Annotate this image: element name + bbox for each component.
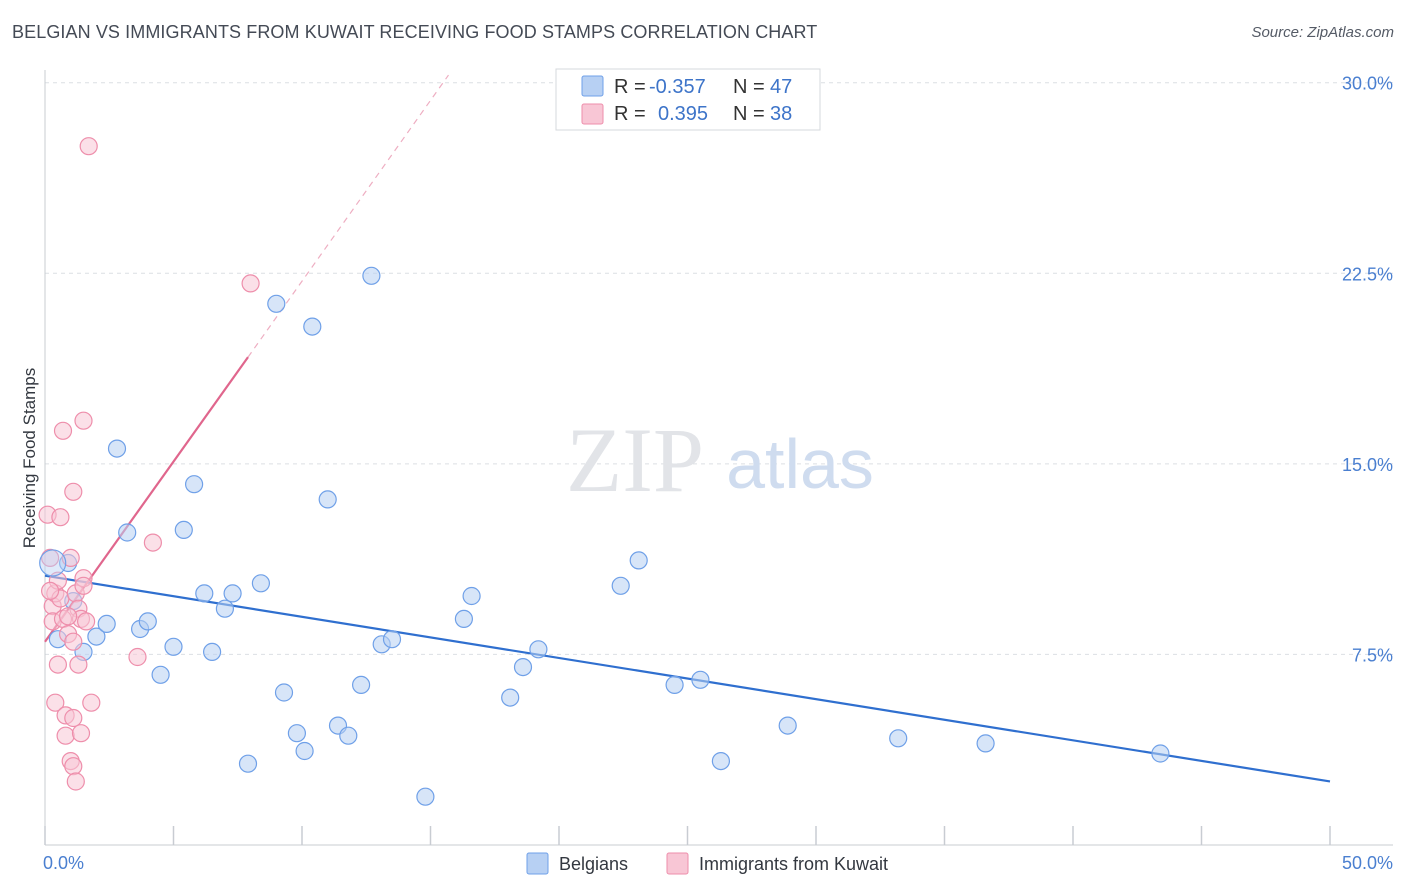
belgians-point xyxy=(691,670,710,689)
kuwait-point xyxy=(61,548,80,568)
belgians-point xyxy=(611,576,630,595)
watermark-atlas: atlas xyxy=(726,425,874,503)
kuwait-point xyxy=(64,757,83,776)
belgians-point xyxy=(513,657,533,677)
belgians-point xyxy=(97,614,116,634)
kuwait-point xyxy=(51,508,70,527)
chart-title: BELGIAN VS IMMIGRANTS FROM KUWAIT RECEIV… xyxy=(12,22,818,42)
kuwait-point xyxy=(40,581,60,601)
belgians-point xyxy=(778,716,797,735)
kuwait-point xyxy=(46,693,65,712)
belgians-point xyxy=(454,609,473,629)
kuwait-point xyxy=(74,411,93,430)
belgians-point xyxy=(267,294,286,313)
belgians-point xyxy=(665,675,684,695)
belgians-point xyxy=(118,523,137,542)
x-tick-label-right: 50.0% xyxy=(1342,853,1393,873)
belgians-point xyxy=(416,787,435,806)
belgians-point xyxy=(976,734,995,753)
legend-r-label-2: R = xyxy=(614,103,646,125)
belgians-point xyxy=(164,637,183,656)
belgians-point xyxy=(39,549,67,577)
belgians-trend-line xyxy=(44,574,1331,783)
belgians-point xyxy=(303,317,322,336)
belgians-point xyxy=(174,520,193,540)
y-tick-label: 15.0% xyxy=(1342,455,1393,475)
series-legend: Belgians Immigrants from Kuwait xyxy=(526,852,888,875)
belgians-point xyxy=(318,490,337,509)
belgians-point xyxy=(295,741,314,761)
legend-r-label-1: R = xyxy=(614,76,646,98)
belgians-point xyxy=(889,729,908,748)
kuwait-point xyxy=(56,726,75,745)
belgians-point xyxy=(138,612,157,631)
legend-swatch-belgians xyxy=(581,75,604,97)
kuwait-point xyxy=(48,655,68,674)
stats-legend: R = -0.357 N = 47 R = 0.395 N = 38 xyxy=(555,68,821,131)
tick-labels: 7.5% 15.0% 22.5% 30.0% 0.0% 50.0% xyxy=(43,74,1393,873)
series-legend-belgians: Belgians xyxy=(559,854,628,874)
kuwait-point xyxy=(64,708,83,728)
belgians-point xyxy=(287,724,306,743)
kuwait-point xyxy=(128,647,147,667)
belgians-point xyxy=(529,640,548,659)
watermark-zip: ZIP xyxy=(566,409,704,511)
belgians-point xyxy=(362,266,381,285)
legend-r-value-1: -0.357 xyxy=(649,76,706,98)
belgians-point xyxy=(629,551,648,570)
belgians-point xyxy=(339,726,358,745)
y-tick-label: 7.5% xyxy=(1352,645,1393,665)
kuwait-point xyxy=(241,274,260,293)
belgians-point xyxy=(223,584,242,603)
y-tick-label: 30.0% xyxy=(1342,74,1393,94)
kuwait-point xyxy=(64,632,83,651)
belgians-point xyxy=(462,586,481,606)
grid-lines xyxy=(45,82,1393,655)
legend-r-value-2: 0.395 xyxy=(658,103,708,125)
belgians-point xyxy=(382,630,402,649)
kuwait-point xyxy=(40,548,60,568)
kuwait-point xyxy=(82,693,101,712)
belgians-point xyxy=(251,574,270,593)
kuwait-point xyxy=(76,612,96,631)
legend-swatch-kuwait xyxy=(581,103,604,125)
belgians-point xyxy=(151,665,170,684)
kuwait-point xyxy=(53,421,73,440)
axes xyxy=(44,70,1393,846)
kuwait-point xyxy=(64,482,83,501)
belgians-point xyxy=(238,754,258,773)
x-tick-label-left: 0.0% xyxy=(43,853,84,873)
kuwait-point xyxy=(74,576,93,595)
belgians-point xyxy=(195,584,214,603)
kuwait-point xyxy=(79,137,98,156)
belgians-point xyxy=(203,642,222,662)
belgians-point xyxy=(87,627,106,646)
kuwait-point xyxy=(69,655,88,674)
source-label: Source: ZipAtlas.com xyxy=(1251,24,1394,41)
belgians-point xyxy=(501,688,520,707)
belgians-point xyxy=(274,683,294,702)
kuwait-point xyxy=(66,772,85,791)
series-legend-kuwait: Immigrants from Kuwait xyxy=(699,854,888,874)
kuwait-point xyxy=(71,724,91,743)
belgians-point xyxy=(107,439,127,458)
belgians-point xyxy=(215,599,234,618)
y-axis-label: Receiving Food Stamps xyxy=(20,368,39,548)
legend-n-label-2: N = xyxy=(733,103,765,125)
data-points xyxy=(38,137,1170,806)
kuwait-point xyxy=(143,533,162,552)
series-legend-swatch-kuwait xyxy=(666,852,689,875)
legend-n-label-1: N = xyxy=(733,76,765,98)
belgians-point xyxy=(185,475,204,494)
belgians-point xyxy=(352,675,371,695)
legend-n-value-1: 47 xyxy=(770,76,792,98)
belgians-point xyxy=(711,751,731,771)
kuwait-point xyxy=(58,607,78,626)
legend-n-value-2: 38 xyxy=(770,103,792,125)
belgians-point xyxy=(1151,744,1170,763)
y-tick-label: 22.5% xyxy=(1342,264,1393,284)
series-legend-swatch-belgians xyxy=(526,852,549,875)
kuwait-trend-extension xyxy=(247,74,449,358)
